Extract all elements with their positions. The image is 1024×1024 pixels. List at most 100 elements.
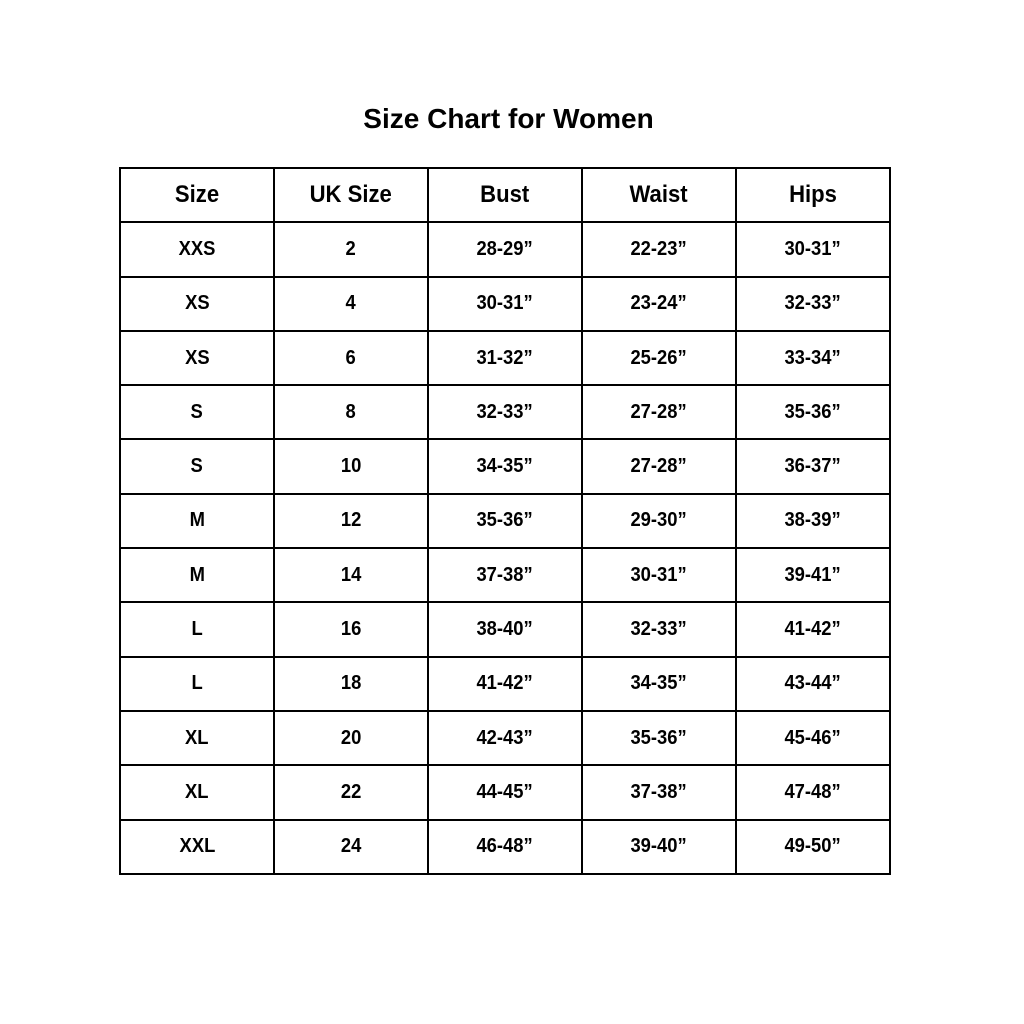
- cell-value: 2: [345, 237, 357, 260]
- table-cell: 31-32”: [427, 329, 583, 387]
- cell-value: 43-44”: [784, 672, 842, 695]
- table-row: XS 4 30-31” 23-24” 32-33”: [119, 275, 891, 332]
- cell-value: 16: [340, 618, 362, 641]
- cell-value: 32-33”: [784, 292, 842, 315]
- cell-value: XL: [185, 726, 209, 749]
- table-cell: 12: [273, 492, 429, 550]
- table-cell: 35-36”: [427, 492, 583, 550]
- table-cell: 45-46”: [735, 709, 891, 767]
- cell-value: 32-33”: [476, 400, 534, 423]
- table-cell: 8: [273, 384, 429, 441]
- table-cell: 47-48”: [735, 764, 891, 821]
- cell-value: 28-29”: [476, 237, 534, 260]
- cell-value: XL: [185, 780, 209, 803]
- cell-value: 31-32”: [476, 346, 534, 369]
- table-cell: 32-33”: [581, 601, 737, 658]
- cell-value: 14: [340, 563, 362, 586]
- cell-value: 49-50”: [784, 835, 842, 858]
- table-row: L 16 38-40” 32-33” 41-42”: [119, 601, 891, 658]
- table-cell: 38-39”: [735, 492, 891, 550]
- table-cell: 4: [273, 275, 429, 332]
- table-row: S 10 34-35” 27-28” 36-37”: [119, 438, 891, 495]
- cell-value: 29-30”: [630, 509, 688, 532]
- table-cell: 6: [273, 329, 429, 387]
- column-header: Waist: [581, 166, 737, 224]
- cell-value: XXS: [178, 237, 216, 260]
- cell-value: 38-39”: [784, 509, 842, 532]
- table-cell: 36-37”: [735, 438, 891, 495]
- cell-value: 22-23”: [630, 237, 688, 260]
- table-cell: 33-34”: [735, 329, 891, 387]
- cell-value: 30-31”: [630, 563, 688, 586]
- table-cell: 34-35”: [581, 655, 737, 712]
- cell-value: 46-48”: [476, 835, 534, 858]
- cell-value: 30-31”: [476, 292, 534, 315]
- cell-value: S: [190, 455, 204, 478]
- cell-value: 23-24”: [630, 292, 688, 315]
- cell-value: 4: [345, 292, 357, 315]
- table-cell: 22: [273, 764, 429, 821]
- cell-value: 8: [345, 400, 357, 423]
- table-row: M 14 37-38” 30-31” 39-41”: [119, 547, 891, 604]
- table-cell: 22-23”: [581, 221, 737, 278]
- column-header: Size: [119, 166, 275, 224]
- cell-value: 35-36”: [476, 509, 534, 532]
- table-cell: 29-30”: [581, 492, 737, 550]
- table-cell: L: [119, 601, 275, 658]
- cell-value: M: [189, 509, 205, 532]
- cell-value: S: [190, 400, 204, 423]
- cell-value: 35-36”: [784, 400, 842, 423]
- column-header: Hips: [735, 166, 891, 224]
- cell-value: 47-48”: [784, 780, 842, 803]
- table-cell: 32-33”: [427, 384, 583, 441]
- table-cell: 10: [273, 438, 429, 495]
- table-cell: 18: [273, 655, 429, 712]
- table-cell: XS: [119, 275, 275, 332]
- table-cell: 30-31”: [581, 547, 737, 604]
- cell-value: L: [191, 618, 203, 641]
- cell-value: 37-38”: [630, 780, 688, 803]
- table-row: XXS 2 28-29” 22-23” 30-31”: [119, 221, 891, 278]
- cell-value: 39-41”: [784, 563, 842, 586]
- table-cell: 32-33”: [735, 275, 891, 332]
- table-cell: S: [119, 384, 275, 441]
- cell-value: 42-43”: [476, 726, 534, 749]
- table-cell: M: [119, 547, 275, 604]
- table-cell: 30-31”: [427, 275, 583, 332]
- cell-value: 38-40”: [476, 618, 534, 641]
- table-cell: 16: [273, 601, 429, 658]
- cell-value: 27-28”: [630, 455, 688, 478]
- page-title: Size Chart for Women: [363, 103, 654, 134]
- table-cell: 46-48”: [427, 818, 583, 875]
- table-cell: 14: [273, 547, 429, 604]
- cell-value: 33-34”: [784, 346, 842, 369]
- cell-value: 10: [340, 455, 362, 478]
- cell-value: 37-38”: [476, 563, 534, 586]
- cell-value: 25-26”: [630, 346, 688, 369]
- cell-value: 12: [340, 509, 362, 532]
- column-header-label: Size: [174, 181, 220, 209]
- table-cell: 44-45”: [427, 764, 583, 821]
- table-header-row: Size UK Size Bust Waist Hips: [119, 166, 891, 224]
- table-cell: 39-41”: [735, 547, 891, 604]
- cell-value: 34-35”: [476, 455, 534, 478]
- table-cell: 20: [273, 709, 429, 767]
- column-header-label: Bust: [480, 181, 530, 209]
- cell-value: 20: [340, 726, 362, 749]
- table-cell: 37-38”: [581, 764, 737, 821]
- table-cell: 2: [273, 221, 429, 278]
- cell-value: L: [191, 672, 203, 695]
- table-cell: 38-40”: [427, 601, 583, 658]
- table-cell: 39-40”: [581, 818, 737, 875]
- column-header-label: Hips: [789, 181, 837, 209]
- table-cell: 42-43”: [427, 709, 583, 767]
- cell-value: 35-36”: [630, 726, 688, 749]
- table-row: S 8 32-33” 27-28” 35-36”: [119, 384, 891, 441]
- table-row: XL 22 44-45” 37-38” 47-48”: [119, 764, 891, 821]
- table-row: L 18 41-42” 34-35” 43-44”: [119, 655, 891, 712]
- table-cell: XXL: [119, 818, 275, 875]
- table-row: XS 6 31-32” 25-26” 33-34”: [119, 329, 891, 387]
- table-cell: S: [119, 438, 275, 495]
- column-header: UK Size: [273, 166, 429, 224]
- table-cell: 28-29”: [427, 221, 583, 278]
